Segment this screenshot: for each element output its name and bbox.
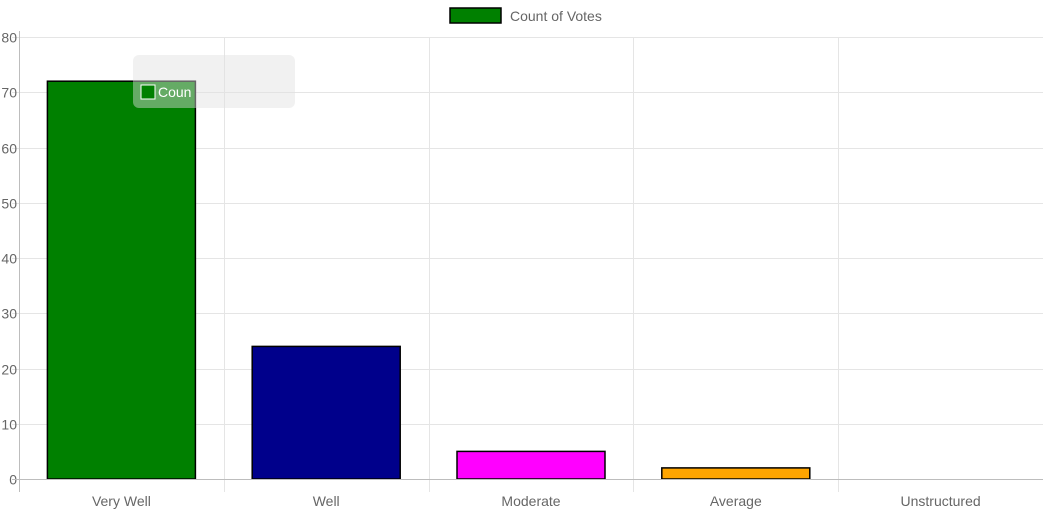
legend[interactable]: Count of Votes (449, 7, 602, 24)
tooltip-swatch (140, 84, 156, 100)
bar-moderate (456, 450, 606, 480)
y-tick-label-40: 40 (1, 251, 17, 267)
legend-swatch[interactable] (449, 7, 502, 24)
x-tick-label-very-well: Very Well (92, 493, 151, 509)
y-tick-label-60: 60 (1, 141, 17, 157)
y-tick-label-50: 50 (1, 196, 17, 212)
y-tick-label-10: 10 (1, 417, 17, 433)
y-tick-label-80: 80 (1, 30, 17, 46)
y-tick-label-70: 70 (1, 85, 17, 101)
tooltip: Coun (133, 55, 295, 108)
y-tick-label-30: 30 (1, 306, 17, 322)
legend-label-count-of-votes[interactable]: Count of Votes (510, 8, 602, 24)
bar-well (251, 345, 401, 480)
bar-very-well (46, 80, 197, 480)
x-tick-label-unstructured: Unstructured (901, 493, 981, 509)
x-tick-label-moderate: Moderate (501, 493, 560, 509)
y-tick-label-20: 20 (1, 362, 17, 378)
x-tick-label-average: Average (710, 493, 762, 509)
tooltip-text: Coun (158, 84, 191, 100)
bars-layer (46, 80, 811, 480)
x-tick-label-well: Well (313, 493, 340, 509)
bar-average (661, 467, 811, 480)
tooltip-box (133, 55, 295, 108)
